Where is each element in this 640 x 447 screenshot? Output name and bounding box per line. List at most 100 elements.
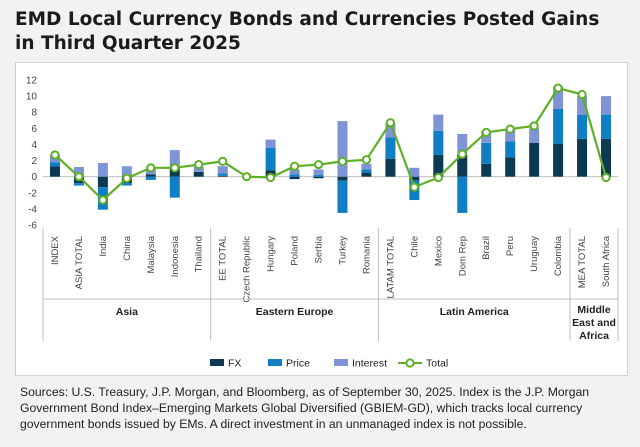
y-tick-label: 10: [26, 92, 38, 103]
bar-interest: [73, 167, 84, 177]
bar-price: [121, 183, 132, 186]
x-tick-label: Peru: [505, 236, 516, 256]
bar-interest: [337, 121, 348, 177]
y-tick-label: 2: [31, 156, 37, 167]
total-point: [457, 149, 467, 159]
bar-interest: [481, 131, 492, 143]
bar-interest: [577, 96, 588, 115]
bar-fx: [193, 171, 204, 177]
x-tick-label: Malaysia: [146, 235, 157, 273]
bar-price: [577, 114, 588, 139]
bar-fx: [289, 176, 300, 180]
total-point: [98, 195, 108, 205]
bar-interest: [121, 166, 132, 177]
legend-label: Price: [286, 358, 310, 370]
group-label: East and: [572, 317, 616, 329]
group-label: Eastern Europe: [256, 306, 334, 318]
total-point: [529, 121, 539, 131]
x-tick-label: Czech Republic: [242, 236, 253, 303]
bar-price: [217, 173, 228, 176]
bar-price: [385, 137, 396, 159]
bar-price: [73, 183, 84, 186]
bar-interest: [217, 166, 228, 174]
total-point: [242, 172, 252, 182]
x-tick-label: South Africa: [601, 235, 612, 287]
x-tick-label: India: [98, 235, 109, 256]
bar-interest: [601, 96, 612, 115]
x-tick-label: Serbia: [314, 235, 325, 263]
y-tick-label: 8: [31, 108, 37, 119]
total-series-line: [54, 87, 608, 202]
x-tick-label: Brazil: [481, 236, 492, 260]
legend-swatch-marker: [405, 358, 415, 368]
bar-price: [265, 147, 276, 171]
x-tick-label: Poland: [290, 236, 301, 266]
bar-fx: [97, 176, 108, 188]
x-tick-label: Turkey: [337, 236, 348, 265]
x-tick-label: Indonesia: [170, 235, 181, 277]
total-point: [505, 124, 515, 134]
bar-interest: [265, 139, 276, 148]
total-point: [74, 172, 84, 182]
bar-fx: [481, 163, 492, 177]
bar-interest: [457, 133, 468, 155]
y-tick-label: -2: [28, 188, 37, 199]
title-line-2: in Third Quarter 2025: [15, 33, 241, 54]
bar-interest: [313, 169, 324, 176]
y-tick-label: 12: [26, 76, 38, 87]
x-tick-label: MEA TOTAL: [577, 236, 588, 288]
bar-fx: [577, 138, 588, 177]
bar-fx: [385, 158, 396, 177]
legend-label: Total: [426, 358, 448, 370]
chart-panel: -6 -4 -2 0 2 4 6 8 10 12 INDEX ASIA TOTAL India China…: [15, 62, 628, 376]
bar-price: [313, 175, 324, 177]
bar-price: [553, 109, 564, 144]
bar-interest: [289, 169, 300, 175]
bar-fx: [601, 138, 612, 177]
bar-fx: [49, 166, 60, 177]
group-label: Africa: [579, 330, 609, 342]
bar-interest: [169, 150, 180, 169]
group-label: Latin America: [440, 306, 509, 318]
x-tick-label: Colombia: [553, 235, 564, 276]
x-tick-label: INDEX: [50, 235, 61, 265]
title-line-1: EMD Local Currency Bonds and Currencies …: [15, 9, 600, 30]
total-point: [218, 156, 228, 166]
bar-interest: [529, 128, 540, 143]
x-tick-label: Romania: [361, 235, 372, 274]
x-tick-label: LATAM TOTAL: [385, 236, 396, 298]
total-point: [289, 161, 300, 171]
y-tick-label: 4: [31, 140, 37, 151]
total-point: [50, 150, 60, 160]
y-tick-label: -6: [28, 221, 37, 232]
x-tick-label: Uruguay: [529, 236, 540, 272]
bar-fx: [169, 168, 180, 177]
x-tick-label: Hungary: [266, 236, 277, 272]
x-tick-label: Thailand: [194, 236, 205, 272]
bar-price: [505, 141, 516, 158]
legend-swatch: [334, 359, 348, 366]
total-point: [337, 156, 348, 166]
bar-price: [169, 176, 180, 198]
bar-price: [145, 176, 156, 180]
group-label: Middle: [577, 304, 610, 316]
bar-price: [361, 169, 372, 173]
bar-price: [289, 174, 300, 177]
x-tick-label: Mexico: [433, 236, 444, 266]
total-point: [146, 163, 156, 173]
bar-interest: [553, 86, 564, 109]
x-tick-label: Chile: [409, 236, 420, 258]
total-point: [433, 172, 443, 183]
group-label: Asia: [116, 306, 138, 318]
bar-fx: [145, 174, 156, 177]
total-point: [409, 182, 419, 192]
total-point: [194, 159, 204, 170]
bar-interest: [505, 129, 516, 142]
bar-fx: [433, 154, 444, 177]
bar-price: [601, 114, 612, 139]
bar-interest: [361, 163, 372, 170]
bar-price: [481, 142, 492, 164]
bar-price: [49, 162, 60, 167]
bar-fx: [337, 176, 348, 181]
x-tick-label: EE TOTAL: [218, 236, 229, 281]
